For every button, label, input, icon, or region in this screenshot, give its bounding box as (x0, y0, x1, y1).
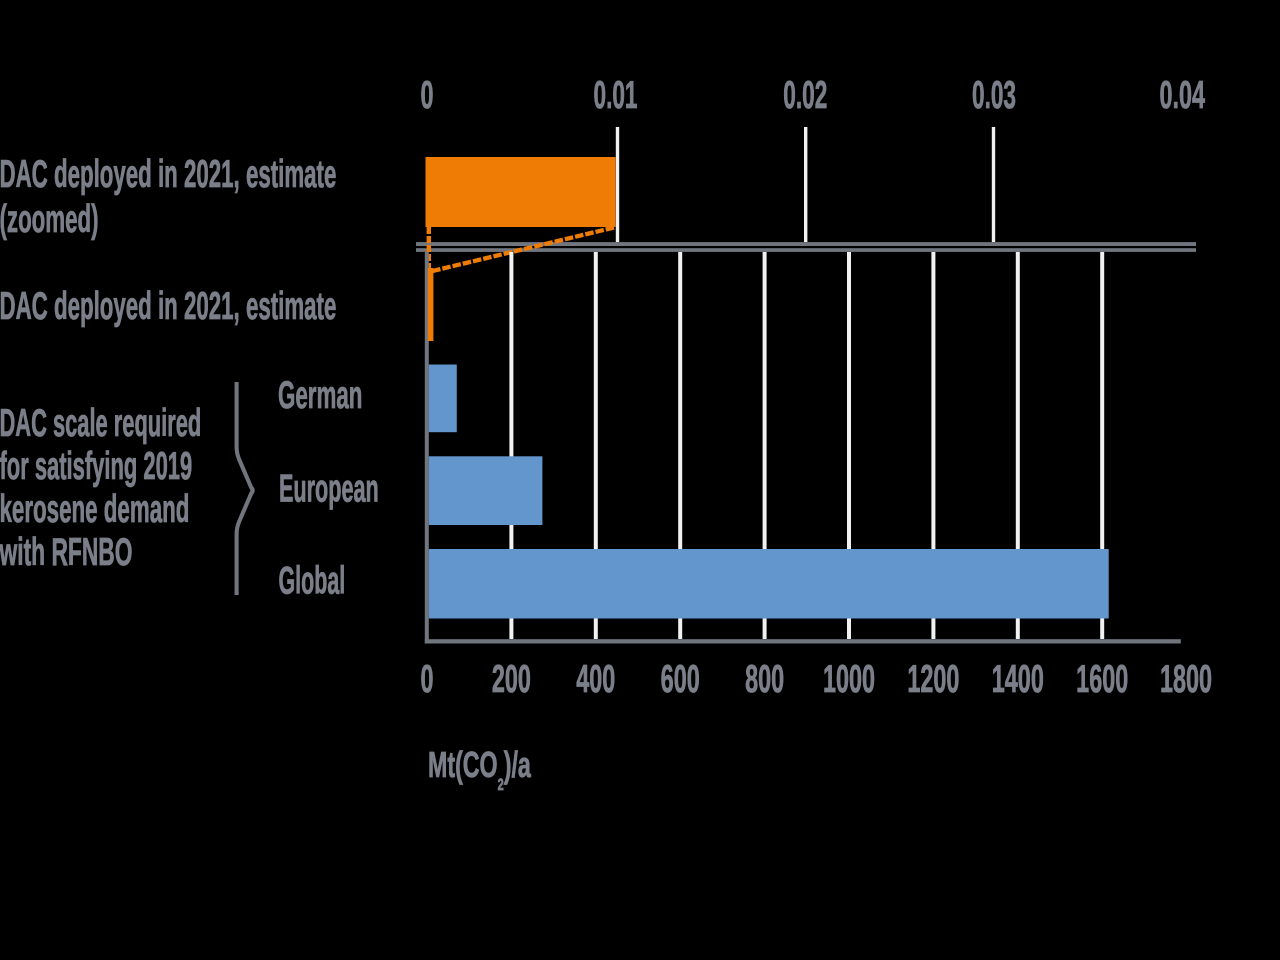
svg-text:DAC scale required: DAC scale required (0, 400, 201, 444)
svg-text:for satisfying 2019: for satisfying 2019 (0, 443, 192, 487)
svg-text:1600: 1600 (1076, 657, 1128, 701)
svg-text:with RFNBO: with RFNBO (0, 530, 133, 574)
svg-text:0: 0 (420, 73, 433, 117)
svg-text:(zoomed): (zoomed) (0, 196, 99, 240)
svg-text:kerosene demand: kerosene demand (0, 486, 189, 530)
svg-text:0.01: 0.01 (593, 73, 637, 117)
svg-text:European: European (279, 466, 379, 511)
svg-text:1000: 1000 (823, 657, 875, 701)
svg-text:800: 800 (745, 657, 784, 701)
svg-text:DAC deployed in 2021, estimate: DAC deployed in 2021, estimate (0, 151, 336, 195)
svg-text:0.04: 0.04 (1160, 73, 1206, 117)
svg-text:1800: 1800 (1160, 657, 1212, 701)
svg-text:400: 400 (576, 657, 615, 701)
svg-text:Global: Global (279, 559, 346, 602)
svg-text:1400: 1400 (992, 657, 1044, 701)
svg-text:600: 600 (661, 657, 700, 701)
svg-text:German: German (278, 372, 362, 416)
svg-text:1200: 1200 (907, 657, 959, 701)
svg-text:0: 0 (420, 657, 433, 701)
svg-text:DAC deployed in 2021, estimate: DAC deployed in 2021, estimate (0, 283, 336, 327)
svg-text:200: 200 (492, 657, 531, 701)
svg-text:0.02: 0.02 (783, 73, 827, 117)
svg-text:0.03: 0.03 (972, 73, 1016, 117)
